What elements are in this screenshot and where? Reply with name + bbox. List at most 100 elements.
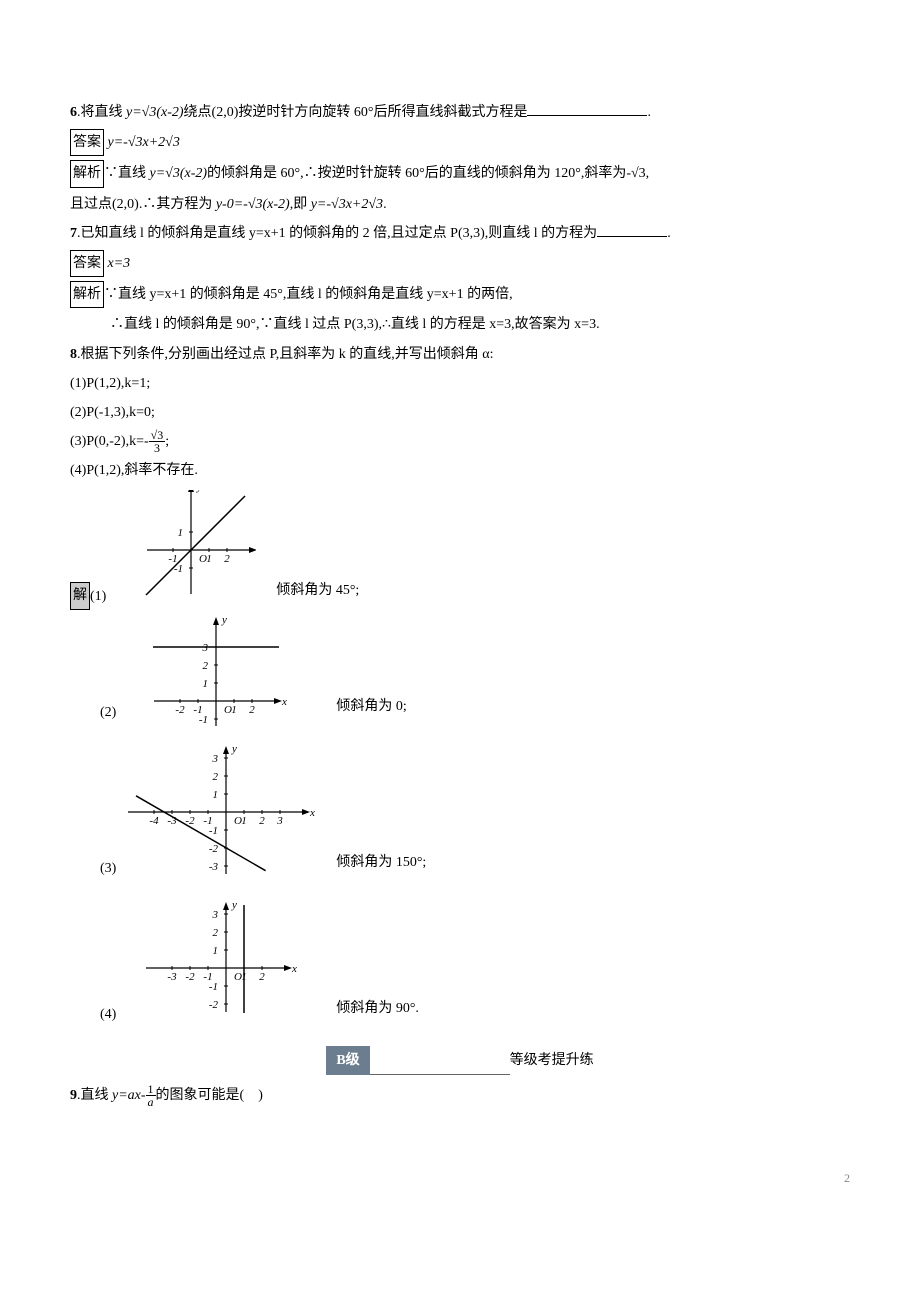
svg-text:O: O [224,704,232,716]
svg-text:y: y [231,743,237,755]
q6-ana-eq3: y=-√3x+2√3 [311,197,383,212]
svg-text:-2: -2 [176,704,186,716]
svg-text:3: 3 [277,815,284,827]
svg-text:3: 3 [202,642,209,654]
q7-text: .已知直线 l 的倾斜角是直线 y=x+1 的倾斜角的 2 倍,且过定点 P(3… [77,226,597,241]
q6-ana-d: ,即 [290,197,311,212]
q7-answer-row: 答案 x=3 [70,250,850,277]
svg-text:-2: -2 [209,843,219,855]
q9-text-a: .直线 [77,1088,112,1103]
q9-text-c: ) [258,1088,263,1103]
svg-text:-2: -2 [209,999,219,1011]
q8-sol-label: 解 [70,582,90,609]
q7-ana-a: ∵直线 y=x+1 的倾斜角是 45°,直线 l 的倾斜角是直线 y=x+1 的… [104,287,513,302]
svg-text:-1: -1 [199,714,208,726]
svg-text:O: O [199,553,207,565]
q7-answer-eq: x=3 [108,256,131,271]
q8-item-4: (4)P(1,2),斜率不存在. [70,458,850,483]
q8-item-3: (3)P(0,-2),k=-√33; [70,429,850,454]
q6-analysis-label: 解析 [70,160,104,187]
q8-sol-idx-2: (2) [100,700,116,725]
q6-eq1: y=√3(x-2) [126,105,184,120]
svg-text:x: x [291,963,297,975]
svg-text:-3: -3 [209,861,219,873]
svg-text:1: 1 [178,527,184,539]
svg-text:2: 2 [250,704,256,716]
q7-answer-label: 答案 [70,250,104,277]
q8-number: 8 [70,347,77,362]
svg-text:1: 1 [213,945,219,957]
q8-text: .根据下列条件,分别画出经过点 P,且斜率为 k 的直线,并写出倾斜角 α: [77,347,493,362]
q6-blank [527,101,647,116]
q8-item-1: (1)P(1,2),k=1; [70,371,850,396]
svg-text:-3: -3 [168,971,178,983]
q6-answer-row: 答案 y=-√3x+2√3 [70,129,850,156]
svg-text:y: y [221,616,227,626]
question-8: 8.根据下列条件,分别画出经过点 P,且斜率为 k 的直线,并写出倾斜角 α: [70,342,850,367]
q7-ana-b: ∴直线 l 的倾斜角是 90°,∵直线 l 过点 P(3,3),∴直线 l 的方… [110,317,600,332]
q6-analysis-1: 解析∵直线 y=√3(x-2)的倾斜角是 60°,∴按逆时针旋转 60°后的直线… [70,160,850,187]
b-level-badge: B级 [326,1046,369,1075]
q6-analysis-2: 且过点(2,0).∴其方程为 y-0=-√3(x-2),即 y=-√3x+2√3… [70,192,850,217]
q7-number: 7 [70,226,77,241]
q7-blank [597,222,667,237]
chart-3: -4-3-2-1123-3-2-1123Oxy [116,732,316,882]
q8-solution-4: (4) -3-2-112-2-1123Oxy 倾斜角为 90°. [70,888,850,1028]
q8-sol-idx-1: (1) [90,584,106,609]
chart-2: -2-112-1123Oxy [116,616,316,726]
question-7: 7.已知直线 l 的倾斜角是直线 y=x+1 的倾斜角的 2 倍,且过定点 P(… [70,221,850,246]
q8-sol-idx-3: (3) [100,856,116,881]
q8-caption-1: 倾斜角为 45°; [276,578,359,609]
b-level-row: B级 等级考提升练 [70,1046,850,1075]
q6-ana-b: 的倾斜角是 60°,∴按逆时针旋转 60°后的直线的倾斜角为 120°,斜率为-… [207,166,649,181]
q8-caption-3: 倾斜角为 150°; [336,850,426,881]
q7-analysis-1: 解析∵直线 y=x+1 的倾斜角是 45°,直线 l 的倾斜角是直线 y=x+1… [70,281,850,308]
svg-text:2: 2 [225,553,231,565]
q6-ana-c: 且过点(2,0).∴其方程为 [70,197,216,212]
svg-text:1: 1 [232,704,238,716]
q6-ana-eq1: y=√3(x-2) [150,166,208,181]
svg-text:2: 2 [213,771,219,783]
q7-analysis-2: ∴直线 l 的倾斜角是 90°,∵直线 l 过点 P(3,3),∴直线 l 的方… [70,312,850,337]
q7-analysis-label: 解析 [70,281,104,308]
q6-number: 6 [70,105,77,120]
q8-solution-2: (2) -2-112-1123Oxy 倾斜角为 0; [70,616,850,726]
svg-text:2: 2 [260,971,266,983]
q8-caption-2: 倾斜角为 0; [336,694,406,725]
svg-text:3: 3 [212,753,219,765]
q8-item-3-text: (3)P(0,-2),k=- [70,434,149,449]
svg-text:x: x [309,807,315,819]
q9-text-b: 的图象可能是( [156,1088,245,1103]
q9-frac: 1a [146,1083,156,1108]
question-9: 9.直线 y=ax-1a的图象可能是( ) [70,1083,850,1108]
svg-text:2: 2 [203,660,209,672]
svg-text:O: O [234,971,242,983]
q9-number: 9 [70,1088,77,1103]
svg-text:-4: -4 [150,815,160,827]
svg-text:y: y [196,490,202,493]
q6-ana-a: ∵直线 [104,166,150,181]
svg-text:-1: -1 [209,825,218,837]
svg-text:3: 3 [212,909,219,921]
chart-4: -3-2-112-2-1123Oxy [116,888,316,1028]
q9-eq: y=ax- [112,1088,146,1103]
svg-text:O: O [234,815,242,827]
svg-text:-2: -2 [186,971,196,983]
svg-text:x: x [281,696,287,708]
q8-item-2: (2)P(-1,3),k=0; [70,400,850,425]
q6-text-b: 绕点(2,0)按逆时针方向旋转 60°后所得直线斜截式方程是 [184,105,528,120]
q8-solution-1: 解(1) -112-11Oxy 倾斜角为 45°; [70,490,850,610]
q6-text-a: .将直线 [77,105,126,120]
footer-page-number: 2 [70,1168,850,1190]
q8-solution-3: (3) -4-3-2-1123-3-2-1123Oxy 倾斜角为 150°; [70,732,850,882]
svg-text:-1: -1 [209,981,218,993]
svg-text:1: 1 [203,678,209,690]
q8-caption-4: 倾斜角为 90°. [336,996,419,1027]
svg-text:1: 1 [207,553,213,565]
b-level-line [370,1060,510,1075]
b-level-text: 等级考提升练 [510,1053,594,1068]
question-6: 6.将直线 y=√3(x-2)绕点(2,0)按逆时针方向旋转 60°后所得直线斜… [70,100,850,125]
svg-text:y: y [231,899,237,911]
chart-1: -112-11Oxy [106,490,256,610]
q6-answer-label: 答案 [70,129,104,156]
